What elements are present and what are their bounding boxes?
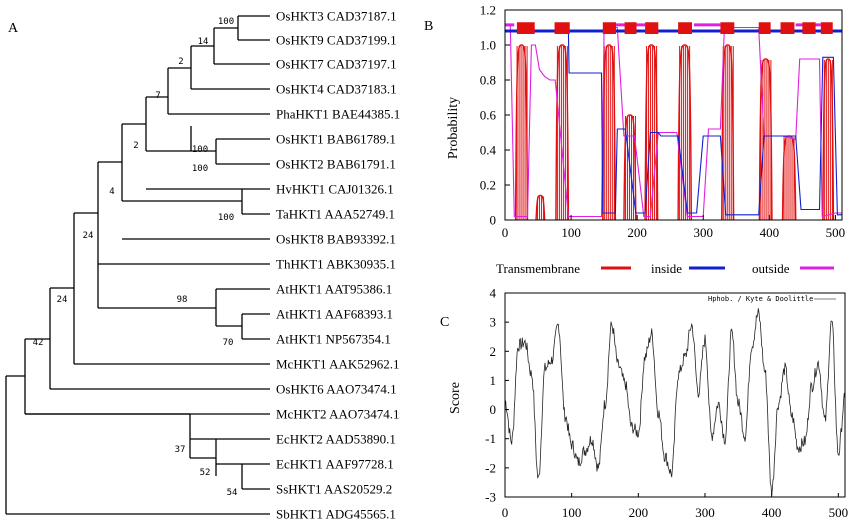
legend-transmembrane-label: Transmembrane: [496, 261, 580, 276]
transmembrane-peak: [623, 114, 637, 221]
c-y-tick-label: -1: [485, 431, 496, 446]
bootstrap-label: 70: [223, 338, 234, 348]
c-y-tick-label: 2: [490, 344, 497, 359]
b-y-tick-label: 0.2: [480, 178, 496, 193]
c-x-tick-label: 300: [695, 505, 715, 520]
tree-leaf-label: OsHKT6 AAO73474.1: [276, 382, 397, 397]
bootstrap-label: 24: [57, 295, 68, 305]
tree-leaf-label: ThHKT1 ABK30935.1: [276, 257, 396, 272]
b-y-tick-label: 1.2: [480, 3, 496, 18]
topology-tm-block: [645, 22, 659, 34]
topology-tm-block: [758, 22, 771, 34]
tree-leaf-label: SbHKT1 ADG45565.1: [276, 507, 396, 522]
b-y-tick-label: 0.6: [480, 108, 497, 123]
tree-leaf-label: OsHKT3 CAD37187.1: [276, 9, 397, 24]
tree-leaf-label: McHKT1 AAK52962.1: [276, 357, 400, 372]
topology-tm-block: [602, 22, 617, 34]
tree-branches: [5, 15, 270, 515]
c-y-tick-label: 1: [490, 373, 497, 388]
tree-leaf-label: HvHKT1 CAJ01326.1: [276, 182, 394, 197]
bootstrap-label: 52: [200, 468, 211, 478]
tree-leaf-label: EcHKT2 AAD53890.1: [276, 432, 396, 447]
b-x-tick-label: 400: [760, 225, 780, 240]
c-y-tick-label: -2: [485, 460, 496, 475]
b-y-tick-label: 0: [490, 213, 497, 228]
bootstrap-label: 14: [198, 37, 209, 47]
tree-leaf-label: SsHKT1 AAS20529.2: [276, 482, 392, 497]
topology-tm-block: [820, 22, 833, 34]
tree-leaf-label: OsHKT4 CAD37183.1: [276, 82, 397, 97]
b-x-tick-label: 500: [826, 225, 846, 240]
tree-leaf-label: OsHKT2 BAB61791.1: [276, 157, 396, 172]
topology-tm-block: [516, 22, 535, 34]
c-y-tick-label: 0: [490, 402, 497, 417]
b-y-tick-label: 0.4: [480, 143, 497, 158]
bootstrap-values: 100 14 2 7 100 2 100 4 24 100 70 98 24 42 54 52 37: [33, 17, 238, 498]
bootstrap-label: 7: [155, 91, 160, 101]
tree-leaf-label: McHKT2 AAO73474.1: [276, 407, 400, 422]
bootstrap-label: 37: [175, 445, 186, 455]
bootstrap-label: 54: [227, 488, 238, 498]
topology-tm-block: [720, 22, 735, 34]
tree-leaf-labels: OsHKT3 CAD37187.1 OsHKT9 CAD37199.1 OsHKT7…: [276, 9, 400, 522]
tree-leaf-label: OsHKT1 BAB61789.1: [276, 132, 396, 147]
b-x-tick-label: 0: [502, 225, 509, 240]
tree-leaf-label: OsHKT9 CAD37199.1: [276, 33, 397, 48]
bootstrap-label: 100: [192, 164, 208, 174]
c-x-tick-label: 400: [762, 505, 782, 520]
c-x-tick-label: 0: [502, 505, 509, 520]
c-x-tick-label: 100: [562, 505, 582, 520]
legend-outside-label: outside: [752, 261, 790, 276]
inside-series-line: [505, 30, 842, 216]
b-y-tick-label: 0.8: [480, 73, 496, 88]
topology-probability-plot: B Probability 0 0.2 0.4 0.6 0.8 1.0 1.2 0 100 200…: [424, 3, 845, 277]
c-y-tick-label: 3: [490, 315, 497, 330]
b-y-axis-label: Probability: [446, 97, 461, 159]
c-y-tick-label: -3: [485, 490, 496, 505]
c-y-tick-label: 4: [490, 286, 497, 301]
bootstrap-label: 42: [33, 338, 44, 348]
b-x-tick-label: 300: [693, 225, 713, 240]
topology-tm-block: [802, 22, 816, 34]
tree-leaf-label: AtHKT1 AAF68393.1: [276, 307, 393, 322]
tree-leaf-label: AtHKT1 AAT95386.1: [276, 282, 392, 297]
bootstrap-label: 100: [192, 145, 208, 155]
panel-label-a: A: [8, 21, 19, 36]
tree-leaf-label: OsHKT7 CAD37197.1: [276, 57, 397, 72]
hydrophobicity-line: [505, 308, 846, 496]
hydrophobicity-plot: C Score -3 -2 -1 0 1 2 3 4 0 100 200 300 400 500 Hphob…: [440, 286, 848, 521]
bootstrap-label: 4: [109, 187, 114, 197]
b-legend: Transmembrane inside outside: [496, 261, 834, 276]
topology-tm-block: [624, 22, 637, 34]
tree-leaf-label: PhaHKT1 BAE44385.1: [276, 107, 400, 122]
bootstrap-label: 24: [83, 231, 94, 241]
b-y-tick-label: 1.0: [480, 38, 496, 53]
c-x-tick-label: 500: [829, 505, 849, 520]
topology-tm-block: [554, 22, 570, 34]
bootstrap-label: 100: [218, 17, 234, 27]
tree-leaf-label: AtHKT1 NP567354.1: [276, 332, 391, 347]
c-legend-label: Hphob. / Kyte & Doolittle: [708, 295, 813, 303]
b-x-tick-label: 200: [627, 225, 647, 240]
tree-leaf-label: EcHKT1 AAF97728.1: [276, 457, 394, 472]
bootstrap-label: 2: [178, 57, 183, 67]
panel-label-c: C: [440, 315, 449, 330]
bootstrap-label: 98: [177, 295, 188, 305]
c-plot-frame: [504, 292, 846, 498]
outside-series-line: [505, 25, 842, 218]
b-x-tick-label: 100: [561, 225, 581, 240]
tree-leaf-label: OsHKT8 BAB93392.1: [276, 232, 396, 247]
c-x-tick-label: 200: [629, 505, 649, 520]
topology-tm-block: [780, 22, 795, 34]
c-y-axis-label: Score: [448, 382, 463, 414]
panel-label-b: B: [424, 19, 433, 34]
tree-leaf-label: TaHKT1 AAA52749.1: [276, 207, 395, 222]
topology-tm-block: [678, 22, 693, 34]
topology-bar: [505, 22, 842, 34]
legend-inside-label: inside: [651, 261, 682, 276]
bootstrap-label: 2: [133, 141, 138, 151]
bootstrap-label: 100: [218, 213, 234, 223]
